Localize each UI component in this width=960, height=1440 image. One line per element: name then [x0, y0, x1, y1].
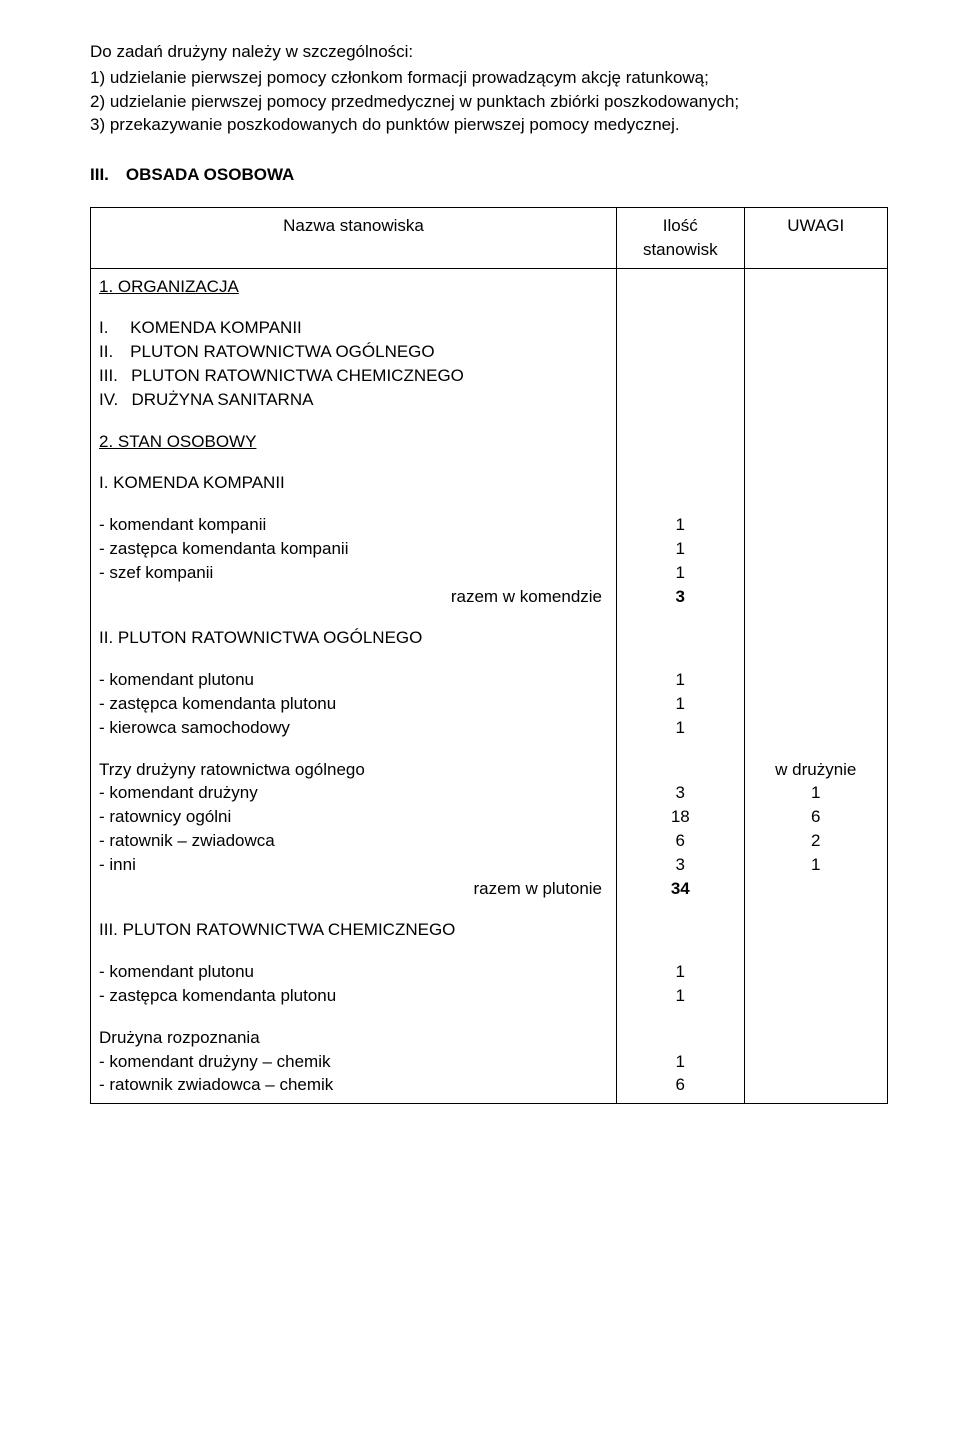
qty-p2-2: 1	[625, 692, 736, 716]
komenda-title: I. KOMENDA KOMPANII	[99, 471, 608, 495]
komenda-row-1: - komendant kompanii	[99, 513, 608, 537]
komenda-sum-label: razem w komendzie	[99, 585, 608, 609]
qty-komenda-2: 1	[625, 537, 736, 561]
note-spacer-komenda-title	[753, 471, 879, 495]
pluton3-group-rows: - komendant drużyny – chemik - ratownik …	[99, 1050, 608, 1098]
intro-block: Do zadań drużyny należy w szczególności:…	[90, 40, 888, 137]
qty-p3-g2: 6	[625, 1073, 736, 1097]
pluton2-group-title: Trzy drużyny ratownictwa ogólnego	[99, 758, 608, 782]
intro-item-1: 1) udzielanie pierwszej pomocy członkom …	[90, 66, 888, 90]
note-p2-g2: 6	[753, 805, 879, 829]
qty-p3-group: 1 6	[625, 1050, 736, 1098]
pluton2-group-rows: - komendant drużyny - ratownicy ogólni -…	[99, 781, 608, 900]
note-p2-g4: 1	[753, 853, 879, 877]
qty-p2-g3: 6	[625, 829, 736, 853]
intro-item-3: 3) przekazywanie poszkodowanych do punkt…	[90, 113, 888, 137]
header-name: Nazwa stanowiska	[91, 207, 617, 268]
note-spacer-stan	[753, 430, 879, 454]
pluton2-row-3: - kierowca samochodowy	[99, 716, 608, 740]
qty-p2-g2: 18	[625, 805, 736, 829]
intro-item-2: 2) udzielanie pierwszej pomocy przedmedy…	[90, 90, 888, 114]
qty-komenda-1: 1	[625, 513, 736, 537]
qty-p2-3: 1	[625, 716, 736, 740]
note-p2	[753, 668, 879, 739]
pluton2-row-1: - komendant plutonu	[99, 668, 608, 692]
obsada-table: Nazwa stanowiska Ilość stanowisk UWAGI 1…	[90, 207, 888, 1104]
qty-komenda: 1 1 1 3	[625, 513, 736, 608]
header-name-text: Nazwa stanowiska	[283, 216, 424, 235]
org-item-4: IV. DRUŻYNA SANITARNA	[99, 388, 608, 412]
pluton2-sum-row: razem w plutonie	[99, 877, 608, 901]
pluton3-row-1: - komendant plutonu	[99, 960, 608, 984]
col-qty-cell: 1 1 1 3 1 1 1 3 18 6 3 34 1	[617, 268, 745, 1104]
qty-p3-1: 1	[625, 960, 736, 984]
note-p2-group: 1 6 2 1	[753, 781, 879, 900]
pluton3-rows: - komendant plutonu - zastępca komendant…	[99, 960, 608, 1008]
komenda-sum-row: razem w komendzie	[99, 585, 608, 609]
komenda-row-3: - szef kompanii	[99, 561, 608, 585]
qty-spacer-p3-title	[625, 918, 736, 942]
note-p2-g1: 1	[753, 781, 879, 805]
note-spacer-p3-title	[753, 918, 879, 942]
stan-title: 2. STAN OSOBOWY	[99, 430, 608, 454]
pluton2-grow-3: - ratownik – zwiadowca	[99, 829, 608, 853]
qty-p2-1: 1	[625, 668, 736, 692]
qty-spacer-p2-title	[625, 626, 736, 650]
qty-spacer-p2-group	[625, 758, 736, 782]
header-qty-text: Ilość stanowisk	[643, 216, 718, 259]
note-spacer-p3-group	[753, 1026, 879, 1050]
note-spacer-org	[753, 275, 879, 299]
org-list: I. KOMENDA KOMPANII II. PLUTON RATOWNICT…	[99, 316, 608, 411]
qty-spacer-orglist	[625, 316, 736, 411]
section-heading-obsada: III. OBSADA OSOBOWA	[90, 163, 888, 187]
header-note-text: UWAGI	[787, 216, 844, 235]
qty-komenda-sum: 3	[625, 585, 736, 609]
qty-komenda-3: 1	[625, 561, 736, 585]
qty-p2-g1: 3	[625, 781, 736, 805]
table-body-row: 1. ORGANIZACJA I. KOMENDA KOMPANII II. P…	[91, 268, 888, 1104]
note-spacer-orglist	[753, 316, 879, 411]
qty-spacer-p3-group	[625, 1026, 736, 1050]
pluton2-title: II. PLUTON RATOWNICTWA OGÓLNEGO	[99, 626, 608, 650]
note-p3-group	[753, 1050, 879, 1098]
note-p2-group-title: w drużynie	[753, 758, 879, 782]
komenda-row-2: - zastępca komendanta kompanii	[99, 537, 608, 561]
pluton3-grow-2: - ratownik zwiadowca – chemik	[99, 1073, 608, 1097]
qty-p3-2: 1	[625, 984, 736, 1008]
intro-lead: Do zadań drużyny należy w szczególności:	[90, 40, 888, 64]
qty-p2: 1 1 1	[625, 668, 736, 739]
table-header-row: Nazwa stanowiska Ilość stanowisk UWAGI	[91, 207, 888, 268]
qty-p2-g4: 3	[625, 853, 736, 877]
org-item-2: II. PLUTON RATOWNICTWA OGÓLNEGO	[99, 340, 608, 364]
pluton3-group-title: Drużyna rozpoznania	[99, 1026, 608, 1050]
qty-spacer-stan	[625, 430, 736, 454]
note-p3	[753, 960, 879, 1008]
pluton2-grow-4: - inni	[99, 853, 608, 877]
pluton2-row-2: - zastępca komendanta plutonu	[99, 692, 608, 716]
header-note: UWAGI	[744, 207, 887, 268]
qty-spacer-org	[625, 275, 736, 299]
pluton2-grow-2: - ratownicy ogólni	[99, 805, 608, 829]
pluton2-sum-label: razem w plutonie	[99, 877, 608, 901]
note-spacer-p2-title	[753, 626, 879, 650]
pluton3-grow-1: - komendant drużyny – chemik	[99, 1050, 608, 1074]
qty-p2-sum: 34	[625, 877, 736, 901]
org-item-1: I. KOMENDA KOMPANII	[99, 316, 608, 340]
pluton3-title: III. PLUTON RATOWNICTWA CHEMICZNEGO	[99, 918, 608, 942]
komenda-rows: - komendant kompanii - zastępca komendan…	[99, 513, 608, 608]
pluton2-grow-1: - komendant drużyny	[99, 781, 608, 805]
col-name-cell: 1. ORGANIZACJA I. KOMENDA KOMPANII II. P…	[91, 268, 617, 1104]
note-komenda	[753, 513, 879, 608]
qty-p3: 1 1	[625, 960, 736, 1008]
header-qty: Ilość stanowisk	[617, 207, 745, 268]
qty-p2-group: 3 18 6 3 34	[625, 781, 736, 900]
note-p2-g3: 2	[753, 829, 879, 853]
pluton2-rows: - komendant plutonu - zastępca komendant…	[99, 668, 608, 739]
pluton3-row-2: - zastępca komendanta plutonu	[99, 984, 608, 1008]
org-title: 1. ORGANIZACJA	[99, 275, 608, 299]
qty-p3-g1: 1	[625, 1050, 736, 1074]
qty-spacer-komenda-title	[625, 471, 736, 495]
col-note-cell: w drużynie 1 6 2 1	[744, 268, 887, 1104]
org-item-3: III. PLUTON RATOWNICTWA CHEMICZNEGO	[99, 364, 608, 388]
